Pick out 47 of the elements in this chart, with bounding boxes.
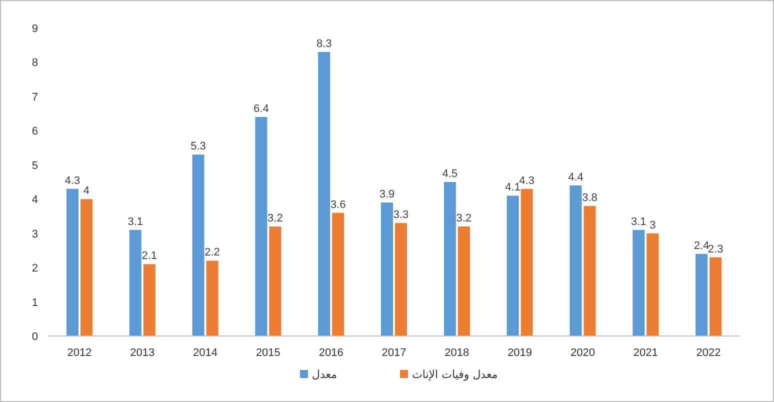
data-label: 4.4 <box>568 171 584 184</box>
x-tick-label: 2019 <box>508 347 532 359</box>
data-label: 4.5 <box>442 168 458 180</box>
x-tick-label: 2022 <box>696 347 721 359</box>
x-tick-label: 2012 <box>67 347 92 359</box>
data-label: 3.1 <box>128 216 144 228</box>
data-label: 4.3 <box>64 174 80 187</box>
data-label: 3.2 <box>456 212 472 224</box>
x-tick-label: 2021 <box>633 347 658 359</box>
y-tick-label: 9 <box>32 23 38 35</box>
y-tick-label: 2 <box>32 262 38 275</box>
chart: 0 1 2 3 4 5 6 7 8 9 4.3 3.1 5.3 6.4 8.3 3.9 4.5 4.1 4.4 3.1 2.4 4 2.1 2.2 3.2 3.6 3.3 3.2 4.3 3.8 3 2.3 2012 2013 2014 2015 2016 2017 2018 2019 2020 2021 2022 <box>32 23 740 359</box>
x-tick-label: 2014 <box>193 347 218 359</box>
x-tick-label: 2018 <box>444 347 470 359</box>
data-label: 6.4 <box>254 102 269 115</box>
data-label: 3.3 <box>393 209 409 222</box>
data-label: 5.3 <box>190 140 206 153</box>
data-label: 3.1 <box>630 216 646 228</box>
y-tick-label: 7 <box>32 91 38 104</box>
data-label: 3.9 <box>379 188 395 201</box>
x-tick-label: 2016 <box>318 347 344 359</box>
y-tick-label: 6 <box>32 126 38 138</box>
x-tick-label: 2013 <box>130 347 155 359</box>
data-label: 2.2 <box>204 246 220 259</box>
data-label: 8.3 <box>316 38 332 50</box>
x-tick-label: 2015 <box>256 347 280 359</box>
y-tick-label: 5 <box>32 160 38 172</box>
data-label: 4.1 <box>505 182 520 194</box>
y-tick-label: 4 <box>32 194 38 206</box>
data-label: 3 <box>650 219 656 232</box>
legend: معدل معدل وفيات الإناث <box>300 368 498 381</box>
legend-label: معدل <box>312 368 338 381</box>
data-label: 4 <box>83 185 90 198</box>
data-label: 3.2 <box>268 212 283 224</box>
y-tick-label: 3 <box>32 228 38 240</box>
y-tick-label: 8 <box>32 57 38 70</box>
x-tick-label: 2020 <box>570 347 595 359</box>
data-label: 2.4 <box>694 240 710 252</box>
y-tick-label: 0 <box>32 331 38 343</box>
data-label: 2.1 <box>142 250 158 262</box>
data-label: 3.8 <box>582 192 598 204</box>
data-label: 3.6 <box>330 198 346 211</box>
data-label: 2.3 <box>708 243 724 256</box>
y-tick-label: 1 <box>32 296 38 309</box>
x-tick-label: 2017 <box>382 347 406 359</box>
data-label: 4.3 <box>519 174 534 187</box>
legend-label: معدل وفيات الإناث <box>412 368 498 381</box>
